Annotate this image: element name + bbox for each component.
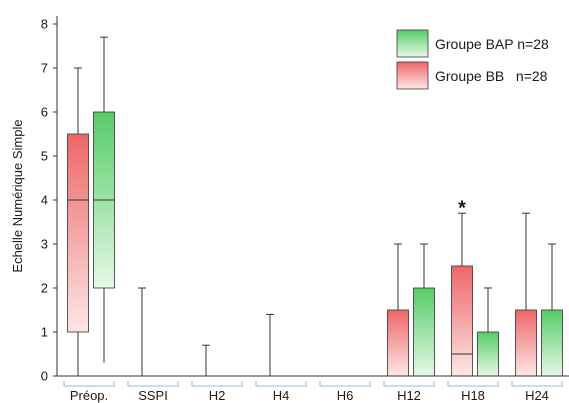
y-tick-label: 6 <box>41 105 48 120</box>
box <box>67 133 89 333</box>
box <box>387 309 409 377</box>
x-tick-label: H12 <box>397 388 421 403</box>
x-tick-label: Préop. <box>70 388 108 403</box>
x-tick-label: H4 <box>273 388 290 403</box>
legend-label-bap: Groupe BAP n=28 <box>435 36 549 52</box>
x-tick-label: H2 <box>209 388 226 403</box>
legend-swatch-bb <box>396 61 429 90</box>
y-tick-label: 2 <box>41 281 48 296</box>
x-tick-label: H18 <box>461 388 485 403</box>
y-tick-label: 5 <box>41 149 48 164</box>
x-category-bracket <box>63 381 115 387</box>
y-tick-label: 4 <box>41 193 48 208</box>
box <box>451 265 473 377</box>
x-tick-label: H24 <box>525 388 549 403</box>
box <box>515 309 537 377</box>
significance-marker: * <box>458 197 466 219</box>
x-category-bracket <box>255 381 307 387</box>
x-category-bracket <box>127 381 179 387</box>
x-axis: Préop. SSPI H2 H4 H6 H12 H18 H24 <box>57 375 569 403</box>
x-category-bracket <box>511 381 563 387</box>
x-tick-label: SSPI <box>138 388 168 403</box>
x-category-bracket <box>383 381 435 387</box>
y-axis: 0 1 2 3 4 5 6 7 8 <box>41 16 58 384</box>
y-tick-label: 3 <box>41 237 48 252</box>
y-axis-label: Echelle Numérique Simple <box>10 119 25 272</box>
y-tick-label: 8 <box>41 17 48 32</box>
x-category-bracket <box>191 381 243 387</box>
boxes <box>67 36 563 377</box>
box <box>541 309 563 377</box>
box <box>477 331 499 377</box>
legend-label-bb: Groupe BB n=28 <box>435 68 548 84</box>
box <box>413 287 435 377</box>
annotations: * <box>458 197 466 219</box>
legend-swatch-bap <box>396 29 429 58</box>
x-category-bracket <box>447 381 499 387</box>
y-tick-label: 1 <box>41 325 48 340</box>
y-tick-label: 7 <box>41 61 48 76</box>
y-tick-label: 0 <box>41 369 48 384</box>
legend: Groupe BAP n=28 Groupe BB n=28 <box>396 29 549 90</box>
x-tick-label: H6 <box>337 388 354 403</box>
x-category-bracket <box>319 381 371 387</box>
